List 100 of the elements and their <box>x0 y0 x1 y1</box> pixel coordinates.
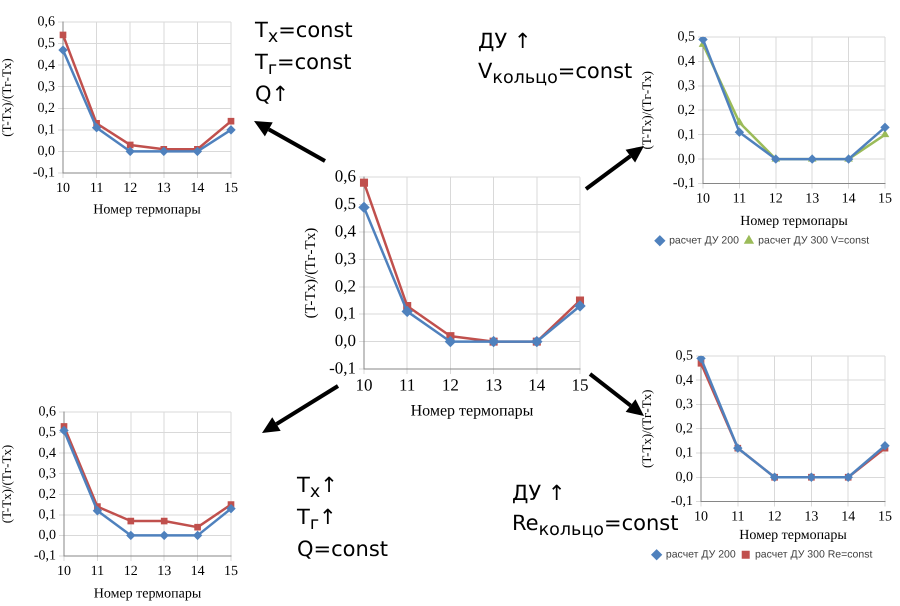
x-tick-label: 14 <box>190 181 204 196</box>
x-tick-label: 14 <box>528 376 546 395</box>
y-tick-label: 0,5 <box>678 30 695 45</box>
text: T$_{x}$=const <box>255 17 353 48</box>
x-tick-label: 11 <box>732 192 746 207</box>
y-tick-label: 0,3 <box>334 248 356 268</box>
x-tick-label: 11 <box>731 510 745 525</box>
text: Q=const <box>297 536 388 563</box>
text: T$_{г}$↑ <box>297 504 338 534</box>
y-tick-label: 0,1 <box>676 446 693 461</box>
y-tick-label: 0,4 <box>38 58 55 73</box>
point <box>734 128 744 137</box>
x-tick-label: 15 <box>224 181 238 196</box>
point <box>92 506 102 516</box>
legend-label: расчет ДУ 200 <box>669 234 740 247</box>
y-tick-label: -0,1 <box>329 358 356 378</box>
point <box>880 441 890 450</box>
x-tick-label: 11 <box>90 564 104 580</box>
x-tick-label: 14 <box>842 192 856 207</box>
x-tick-label: 15 <box>224 564 238 580</box>
y-tick-label: 0,2 <box>38 486 56 502</box>
x-tick-label: 14 <box>190 564 205 580</box>
y-axis-title: (T-Tx)/(Tг-Tx) <box>639 71 654 150</box>
point <box>60 426 68 436</box>
y-tick-label: 0,0 <box>334 331 356 350</box>
y-tick-label: 0,6 <box>38 404 56 420</box>
point <box>159 146 168 156</box>
y-tick-label: 0,2 <box>678 102 695 118</box>
y-tick-label: 0,3 <box>678 78 695 94</box>
x-tick-label: 10 <box>356 376 372 395</box>
y-tick-label: 0,4 <box>38 446 56 461</box>
legend-label: расчет ДУ 300 V=const <box>758 234 870 247</box>
x-axis-title: Номер термопары <box>740 214 848 229</box>
legend-label: расчет ДУ 300 Re=const <box>754 548 872 561</box>
y-tick-label: 0,5 <box>38 36 55 52</box>
y-tick-label: -0,1 <box>32 166 55 181</box>
y-axis-title: (T-Tx)/(Tг-Tx) <box>302 228 319 318</box>
y-tick-label: 0,2 <box>38 100 55 116</box>
point <box>58 46 68 55</box>
x-tick-label: 10 <box>57 564 71 580</box>
text: ДУ ↑ <box>512 481 566 505</box>
y-tick-label: -0,1 <box>672 176 695 192</box>
y-tick-label: 0,3 <box>38 79 55 94</box>
y-tick-label: 0,4 <box>676 372 693 388</box>
point <box>126 530 136 540</box>
y-axis-title: (T-Tx)/(Tг-Tx) <box>0 58 14 137</box>
point <box>192 146 202 156</box>
point <box>194 524 201 531</box>
point <box>402 306 413 317</box>
text: T$_{x}$↑ <box>297 472 339 502</box>
x-axis-title: Номер термопары <box>410 402 534 420</box>
x-tick-label: 13 <box>156 181 171 196</box>
x-tick-label: 13 <box>805 192 820 207</box>
point <box>735 118 744 125</box>
y-tick-label: 0,5 <box>38 425 56 440</box>
y-axis-title: (T-Tx)/(Tг-Tx) <box>639 390 654 468</box>
y-tick-label: 0,1 <box>334 304 356 323</box>
y-tick-label: 0,5 <box>334 194 356 214</box>
x-tick-label: 13 <box>157 564 172 580</box>
x-tick-label: 10 <box>694 510 708 525</box>
y-tick-label: 0,2 <box>334 276 356 296</box>
point <box>127 518 134 524</box>
point <box>193 530 202 540</box>
text: ДУ ↑ <box>478 28 532 55</box>
x-tick-label: 11 <box>399 376 416 395</box>
point <box>226 504 236 514</box>
x-tick-label: 13 <box>804 510 818 525</box>
point <box>92 123 102 132</box>
point <box>574 300 586 312</box>
y-tick-label: 0,5 <box>676 348 693 364</box>
x-tick-label: 12 <box>768 510 782 525</box>
y-tick-label: 0,3 <box>676 397 693 412</box>
point <box>160 518 168 524</box>
point <box>444 336 456 348</box>
y-tick-label: 0,0 <box>676 470 693 485</box>
y-tick-label: 0,6 <box>38 14 55 30</box>
x-axis-title: Номер термопары <box>94 586 202 602</box>
point <box>60 32 66 38</box>
text: Q↑ <box>255 81 290 108</box>
point <box>881 130 889 138</box>
y-tick-label: 0,1 <box>38 508 56 523</box>
y-axis-title: (T-Tx)/(Tг-Tx) <box>0 444 14 524</box>
y-tick-label: 0,4 <box>334 221 356 240</box>
y-tick-label: 0,3 <box>38 466 56 482</box>
x-tick-label: 14 <box>841 510 856 525</box>
x-tick-label: 15 <box>878 510 892 525</box>
x-tick-label: 12 <box>768 192 783 207</box>
x-tick-label: 12 <box>124 564 138 580</box>
x-tick-label: 12 <box>123 181 138 196</box>
point <box>226 125 236 134</box>
x-tick-label: 12 <box>442 376 459 395</box>
y-tick-label: -0,1 <box>670 494 693 510</box>
y-tick-label: 0,0 <box>678 152 695 167</box>
x-tick-label: 10 <box>696 192 710 207</box>
x-tick-label: 13 <box>485 376 502 395</box>
y-tick-label: 0,6 <box>334 166 356 186</box>
y-tick-label: 0,0 <box>38 528 56 544</box>
x-axis-title: Номер термопары <box>739 528 848 543</box>
point <box>358 202 370 213</box>
y-tick-label: -0,1 <box>34 548 56 564</box>
